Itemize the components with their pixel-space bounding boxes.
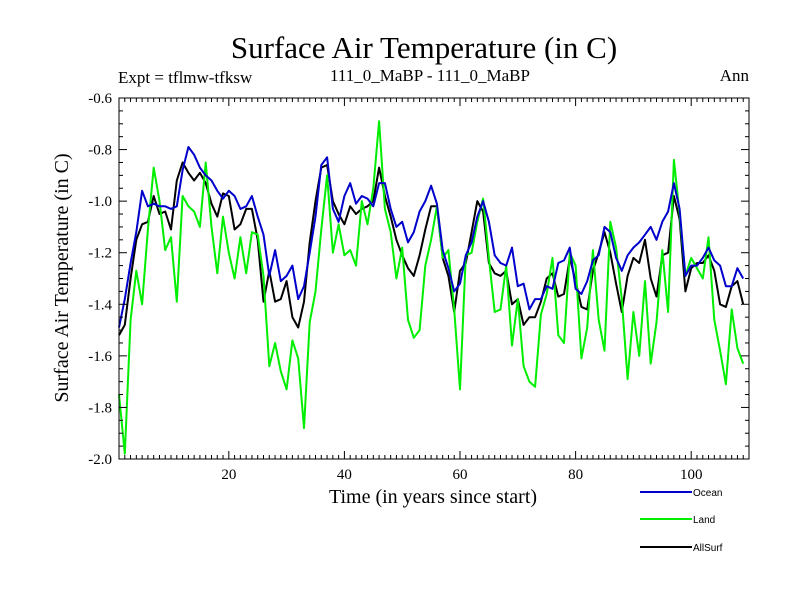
y-tick-label: -0.6: [88, 91, 112, 107]
y-tick-label: -1.8: [88, 400, 112, 416]
x-tick-label: 40: [337, 467, 352, 483]
legend-label-ocean: Ocean: [693, 488, 722, 499]
x-tick-label: 60: [453, 467, 468, 483]
x-tick-label: 100: [680, 467, 703, 483]
series-layer: [118, 120, 745, 455]
y-tick-label: -1.0: [88, 194, 112, 210]
series-line-ocean: [118, 146, 745, 328]
x-axis-label: Time (in years since start): [329, 486, 537, 508]
y-tick-label: -2.0: [88, 452, 112, 468]
y-tick-label: -1.6: [88, 349, 112, 365]
series-line-land: [118, 120, 745, 455]
legend-label-allsurf: AllSurf: [693, 543, 723, 554]
y-tick-label: -0.8: [88, 143, 112, 159]
legend: Ocean Land AllSurf: [640, 488, 723, 554]
x-tick-label: 20: [221, 467, 236, 483]
series-line-allsurf: [118, 161, 745, 336]
y-tick-label: -1.2: [88, 246, 112, 262]
y-axis-label: Surface Air Temperature (in C): [51, 153, 73, 402]
chart-subtitle-right: Ann: [720, 66, 750, 85]
x-tick-label: 80: [568, 467, 583, 483]
chart-subtitle-left: Expt = tflmw-tfksw: [118, 68, 253, 87]
y-tick-label: -1.4: [88, 297, 112, 313]
legend-label-land: Land: [693, 515, 715, 526]
plot-frame: [118, 97, 750, 460]
ticks-layer: 20 40 60 80 100 -2.0 -1.8 -1.6 -1.4 -1.2 -1.0 -0.8 -…: [88, 91, 750, 483]
chart-subtitle-center: 111_0_MaBP - 111_0_MaBP: [330, 66, 530, 85]
chart-title: Surface Air Temperature (in C): [231, 30, 617, 65]
